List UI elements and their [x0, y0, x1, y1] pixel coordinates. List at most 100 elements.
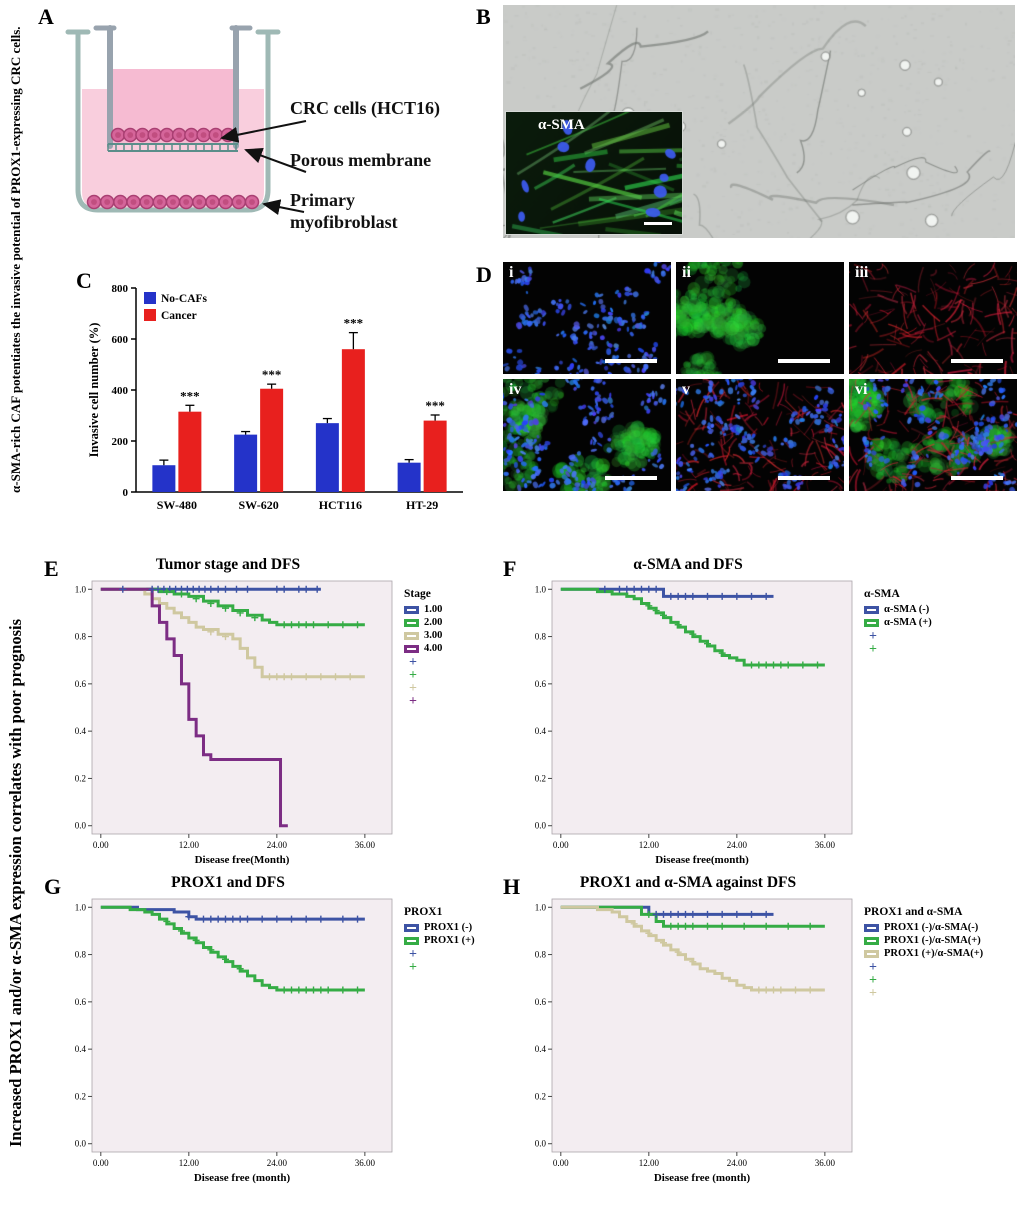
svg-text:1.0: 1.0	[535, 584, 547, 594]
legend-title: PROX1 and α-SMA	[864, 906, 963, 918]
legend-swatch	[864, 936, 879, 945]
alpha-sma-inset: α-SMA	[505, 111, 683, 235]
if-tile-i-canvas	[503, 262, 671, 374]
scale-bar	[778, 359, 830, 363]
svg-text:0.4: 0.4	[535, 726, 547, 736]
if-tile-ii-label: ii	[682, 264, 691, 281]
svg-text:0.8: 0.8	[75, 950, 87, 960]
if-tile-iv-label: iv	[509, 381, 522, 398]
svg-text:0.2: 0.2	[535, 773, 546, 783]
scale-bar	[951, 476, 1003, 480]
svg-text:0.8: 0.8	[535, 950, 547, 960]
if-tile-ii-canvas	[676, 262, 844, 374]
legend-swatch	[404, 631, 419, 640]
svg-text:0.0: 0.0	[535, 821, 547, 831]
km-plot-tumor-stage: 0.0 0.2 0.4 0.6 0.8 1.0 0.00 12.00 24.00 36.00 Dis…	[75, 580, 393, 866]
legend-swatch	[864, 618, 879, 627]
svg-text:0.4: 0.4	[535, 1044, 547, 1054]
svg-text:12.00: 12.00	[179, 1158, 200, 1168]
svg-text:0.00: 0.00	[93, 1158, 109, 1168]
immunofluorescence-grid: i ii iii iv v vi	[503, 262, 1017, 491]
legend-swatch	[864, 949, 879, 958]
legend-title: PROX1	[404, 906, 443, 918]
phase-contrast-micrograph: α-SMA	[503, 5, 1015, 238]
if-tile-i-label: i	[509, 264, 514, 281]
svg-text:0.00: 0.00	[553, 840, 569, 850]
km-title-prox1: PROX1 and DFS	[171, 874, 285, 891]
svg-text:0.0: 0.0	[535, 1139, 547, 1149]
svg-text:SW-480: SW-480	[157, 498, 197, 512]
svg-text:12.00: 12.00	[639, 840, 660, 850]
svg-text:800: 800	[112, 283, 129, 295]
svg-text:0.6: 0.6	[535, 997, 547, 1007]
km-panel-asma: α-SMA and DFS 0.0 0.2 0.4 0.6 0.8 1.0 0.00 12.0…	[518, 556, 932, 868]
svg-text:600: 600	[112, 334, 129, 346]
svg-text:SW-620: SW-620	[239, 498, 279, 512]
panel-letter-a: A	[38, 4, 54, 29]
km-legend-prox1-asma: PROX1 and α-SMA PROX1 (-)/α-SMA(-) PROX1…	[864, 906, 983, 1001]
svg-text:Disease free (month): Disease free (month)	[194, 1172, 291, 1184]
legend-censor-mark: +	[869, 642, 877, 657]
label-myofibroblast-line1: Primary	[290, 190, 355, 210]
svg-text:36.00: 36.00	[815, 1158, 836, 1168]
arrow-myofibroblast	[262, 199, 305, 215]
legend-swatch	[404, 605, 419, 614]
legend-censor-mark: +	[869, 973, 877, 988]
svg-text:0.8: 0.8	[75, 632, 87, 642]
legend-entry: PROX1 (+)/α-SMA(+)	[864, 948, 983, 959]
svg-text:1.0: 1.0	[75, 902, 87, 912]
svg-text:Disease free (month): Disease free (month)	[654, 1172, 751, 1184]
svg-text:0.8: 0.8	[535, 632, 547, 642]
legend-censor-mark: +	[409, 947, 417, 962]
svg-text:Disease free(month): Disease free(month)	[655, 854, 749, 866]
legend-swatch	[404, 936, 419, 945]
invasion-bar-chart: 0 200 400 600 800 Invasive cell number (%) SW-…	[87, 283, 463, 512]
panel-letter-b: B	[476, 4, 491, 29]
km-panel-prox1-asma: PROX1 and α-SMA against DFS 0.0 0.2 0.4 0.6…	[518, 874, 983, 1186]
myofibroblast-cells	[86, 194, 260, 210]
legend-entry: 3.00	[404, 630, 442, 641]
legend-entry: PROX1 (+)	[404, 935, 475, 946]
svg-text:0.6: 0.6	[535, 679, 547, 689]
crc-cells	[110, 127, 236, 143]
scale-bar	[778, 476, 830, 480]
legend-censor-mark: +	[409, 668, 417, 683]
transwell-diagram: CRC cells (HCT16) Porous membrane Primar…	[65, 25, 440, 232]
svg-text:Cancer: Cancer	[161, 310, 197, 322]
insert-walls	[107, 25, 239, 149]
svg-text:Invasive cell number (%): Invasive cell number (%)	[87, 323, 101, 458]
km-plot-prox1-asma: 0.0 0.2 0.4 0.6 0.8 1.0 0.00 12.00 24.00 36.00 Dis…	[535, 898, 853, 1184]
legend-swatch	[864, 923, 879, 932]
legend-entry: 4.00	[404, 643, 442, 654]
if-tile-vi: vi	[849, 379, 1017, 491]
svg-text:HCT116: HCT116	[319, 498, 362, 512]
if-tile-v: v	[676, 379, 844, 491]
legend-entry: 2.00	[404, 617, 442, 628]
svg-text:***: ***	[344, 316, 364, 331]
if-tile-v-label: v	[682, 381, 690, 398]
panel-letter-h: H	[503, 874, 521, 899]
svg-text:1.0: 1.0	[535, 902, 547, 912]
svg-text:12.00: 12.00	[179, 840, 200, 850]
km-legend-asma: α-SMA α-SMA (-) α-SMA (+) + +	[864, 588, 932, 657]
svg-text:0.6: 0.6	[75, 679, 87, 689]
svg-text:***: ***	[180, 388, 200, 403]
if-tile-ii: ii	[676, 262, 844, 374]
km-panel-tumor-stage: Tumor stage and DFS 0.0 0.2 0.4 0.6 0.8 1.0 0.…	[58, 556, 443, 868]
if-tile-iii-canvas	[849, 262, 1017, 374]
legend-entry: PROX1 (-)	[404, 922, 475, 933]
svg-text:24.00: 24.00	[727, 1158, 748, 1168]
svg-text:24.00: 24.00	[727, 840, 748, 850]
if-tile-v-canvas	[676, 379, 844, 491]
alpha-sma-inset-canvas	[506, 112, 682, 234]
sidebar-caption-bottom: Increased PROX1 and/or α-SMA expression …	[6, 618, 25, 1148]
svg-text:0.2: 0.2	[535, 1091, 546, 1101]
if-tile-vi-label: vi	[855, 381, 868, 398]
svg-text:Disease free(Month): Disease free(Month)	[195, 854, 290, 866]
arrow-porous-membrane	[244, 147, 307, 173]
porous-membrane	[107, 143, 238, 152]
if-tile-i: i	[503, 262, 671, 374]
panel-letter-d: D	[476, 262, 492, 287]
svg-text:0: 0	[123, 487, 129, 499]
